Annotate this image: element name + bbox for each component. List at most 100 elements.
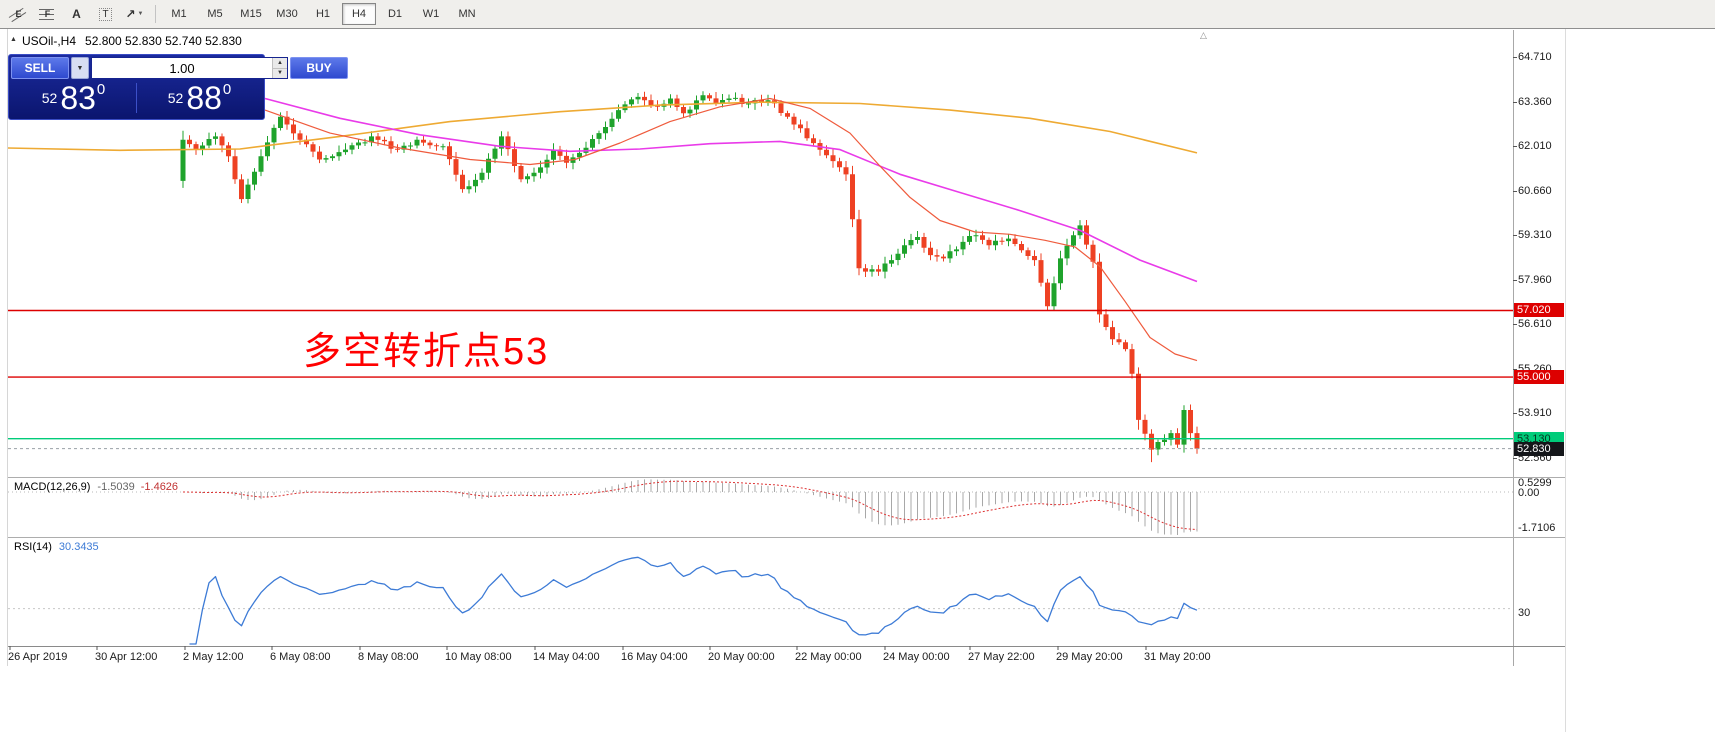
- price-axis-tick: [1513, 413, 1517, 414]
- price-axis-tick: [1513, 235, 1517, 236]
- price-axis-tick: [1513, 368, 1517, 370]
- time-axis-border: [8, 646, 1565, 647]
- time-axis-label: 24 May 00:00: [883, 651, 950, 663]
- volume-decrement-button[interactable]: ▼: [273, 68, 287, 78]
- buy-price-big: 88: [186, 80, 222, 116]
- price-badge-55.000: 55.000: [1514, 370, 1564, 385]
- buy-price-small: 52: [167, 90, 184, 106]
- ohlc-values: 52.800 52.830 52.740 52.830: [85, 34, 242, 48]
- ma-mid-magenta-line: [264, 97, 1198, 283]
- price-badge-57.020: 57.020: [1514, 303, 1564, 318]
- macd-label: MACD(12,26,9) -1.5039 -1.4626: [14, 481, 178, 493]
- price-axis[interactable]: [1513, 30, 1565, 646]
- one-click-trading-toggle-icon[interactable]: ▲: [10, 36, 17, 43]
- pane-separator-macd[interactable]: [8, 477, 1565, 478]
- macd-name: MACD(12,26,9): [14, 481, 91, 493]
- tf-button-m15[interactable]: M15: [240, 8, 262, 20]
- price-axis-tick: [1513, 146, 1517, 147]
- volume-spinner: ▲ ▼: [272, 58, 287, 78]
- ma-slow-orange-line: [8, 101, 1198, 154]
- time-axis-label: 2 May 12:00: [183, 651, 244, 663]
- sell-price-sup: 0: [96, 80, 106, 98]
- tf-button-m1[interactable]: M1: [171, 8, 187, 20]
- line-studies-toolbar: E F A T ↗ ▼: [4, 2, 149, 26]
- rsi-label: RSI(14) 30.3435: [14, 541, 99, 553]
- price-axis-border: [1513, 30, 1514, 666]
- time-axis-label: 8 May 08:00: [358, 651, 419, 663]
- tool-text-button[interactable]: A: [62, 2, 91, 26]
- rsi-name: RSI(14): [14, 541, 52, 553]
- price-axis-tick: [1513, 101, 1517, 103]
- chart-window-left-edge: [7, 29, 8, 666]
- price-scale-label: 63.360: [1518, 95, 1552, 108]
- price-divider: [136, 83, 137, 113]
- price-scale-label: 56.610: [1518, 318, 1552, 330]
- chart-shift-marker[interactable]: △: [1200, 30, 1207, 40]
- macd-scale-min: -1.7106: [1518, 522, 1556, 534]
- toolbar: E F A T ↗ ▼ M1 M5 M15 M30 H1 H4 D1 W1 MN: [0, 0, 1715, 29]
- volume-increment-button[interactable]: ▲: [273, 58, 287, 69]
- price-scale-label: 60.660: [1518, 184, 1552, 197]
- time-axis-label: 14 May 04:00: [533, 651, 600, 663]
- price-axis-tick: [1513, 190, 1517, 192]
- price-scale-label: 53.910: [1518, 407, 1552, 419]
- rsi-pane[interactable]: [8, 538, 1513, 646]
- macd-scale-zero: 0.00: [1518, 487, 1540, 499]
- chart-canvas[interactable]: [8, 30, 1513, 666]
- price-axis-tick: [1513, 324, 1517, 325]
- timeframes-toolbar: M1 M5 M15 M30 H1 H4 D1 W1 MN: [162, 3, 486, 25]
- tf-button-m30[interactable]: M30: [276, 8, 298, 20]
- rsi-level-label: 30: [1518, 607, 1531, 619]
- chart-legend: USOil-,H4 52.800 52.830 52.740 52.830: [22, 34, 242, 48]
- time-axis-label: 31 May 20:00: [1144, 651, 1211, 663]
- chevron-down-icon: ▼: [137, 11, 144, 17]
- tf-button-w1[interactable]: W1: [422, 8, 440, 20]
- time-axis-label: 6 May 08:00: [270, 651, 331, 663]
- sell-price-big: 83: [60, 80, 96, 116]
- time-axis-label: 27 May 22:00: [968, 651, 1035, 663]
- one-click-trading-panel: SELL ▼ ▲ ▼ BUY 52 83 0 52 88 0: [8, 54, 348, 120]
- tool-arrows-button[interactable]: ↗ ▼: [120, 2, 149, 26]
- sell-button[interactable]: SELL: [11, 57, 69, 79]
- volume-input[interactable]: [92, 58, 272, 78]
- macd-main-value: -1.5039: [97, 481, 135, 493]
- chart-annotation-text[interactable]: 多空转折点53: [303, 331, 550, 373]
- text-label-icon: T: [99, 7, 112, 21]
- tf-button-mn[interactable]: MN: [458, 8, 476, 20]
- price-scale-label: 64.710: [1518, 51, 1552, 63]
- time-axis-label: 16 May 04:00: [621, 651, 688, 663]
- arrows-icon: ↗: [125, 7, 136, 21]
- price-scale-label: 57.960: [1518, 273, 1552, 286]
- price-axis-tick: [1513, 57, 1517, 58]
- tf-button-h1[interactable]: H1: [315, 8, 331, 20]
- macd-pane[interactable]: [8, 478, 1513, 536]
- buy-price-display[interactable]: 52 88 0: [137, 80, 262, 116]
- tool-fibonacci-button[interactable]: F: [33, 2, 62, 26]
- chevron-down-icon: ▼: [76, 64, 84, 72]
- bid-price-badge: 52.830: [1514, 441, 1564, 456]
- ma-fast-red-line: [264, 97, 1198, 362]
- time-axis-label: 10 May 08:00: [445, 651, 512, 663]
- buy-button[interactable]: BUY: [290, 57, 348, 79]
- volume-dropdown-button[interactable]: ▼: [71, 57, 89, 79]
- text-icon: A: [72, 7, 81, 21]
- sell-price-display[interactable]: 52 83 0: [11, 80, 136, 116]
- tf-button-d1[interactable]: D1: [387, 8, 403, 20]
- tool-text-label-button[interactable]: T: [91, 2, 120, 26]
- volume-box: ▲ ▼: [91, 57, 288, 79]
- pane-separator-rsi[interactable]: [8, 537, 1565, 538]
- macd-signal-line: [182, 480, 1198, 531]
- macd-signal-value: -1.4626: [140, 481, 179, 493]
- tf-button-h4[interactable]: H4: [342, 3, 376, 25]
- time-axis-label: 20 May 00:00: [708, 651, 775, 663]
- time-axis-label: 26 Apr 2019: [8, 651, 68, 663]
- sell-price-small: 52: [41, 90, 58, 106]
- tf-button-m5[interactable]: M5: [207, 8, 223, 20]
- price-axis-tick: [1513, 457, 1517, 459]
- macd-scale-max: 0.5299: [1518, 477, 1552, 489]
- rsi-value: 30.3435: [58, 541, 99, 553]
- tool-equidistant-channel-button[interactable]: E: [4, 2, 33, 26]
- time-axis-label: 22 May 00:00: [795, 651, 862, 663]
- price-axis-tick: [1513, 279, 1517, 281]
